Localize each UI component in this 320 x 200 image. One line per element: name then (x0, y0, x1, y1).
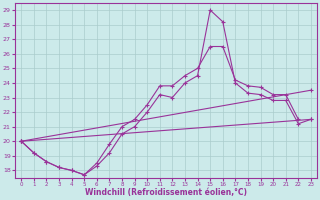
X-axis label: Windchill (Refroidissement éolien,°C): Windchill (Refroidissement éolien,°C) (85, 188, 247, 197)
